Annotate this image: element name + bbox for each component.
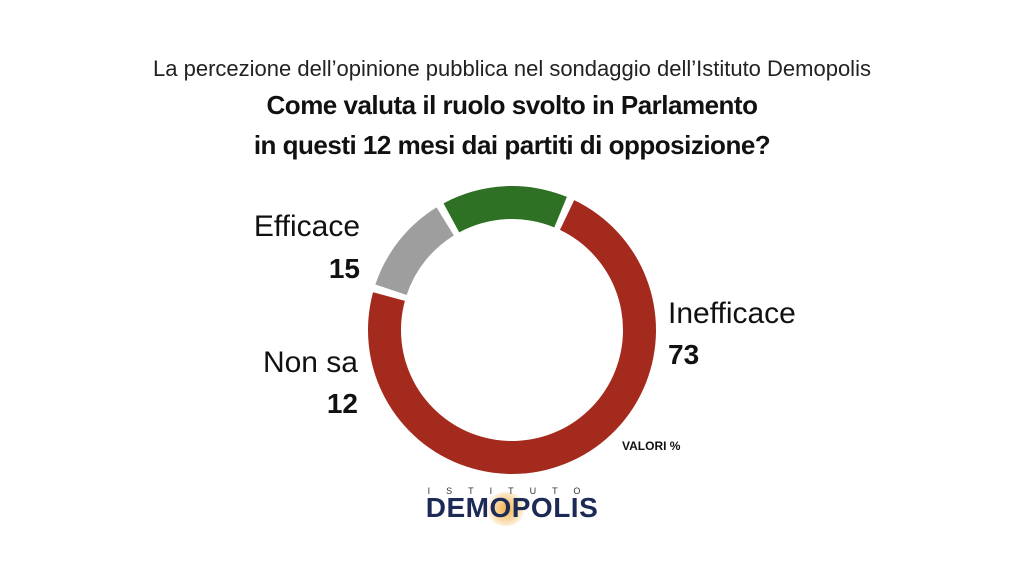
- logo-top-text: ISTITUTO: [427, 486, 597, 496]
- value-non-sa: 12: [326, 388, 358, 419]
- logo-glow: [486, 492, 526, 526]
- demopolis-logo: DEMOPOLIS: [425, 492, 599, 523]
- label-efficace: Efficace: [253, 210, 360, 243]
- label-inefficace: Inefficace: [668, 297, 796, 330]
- value-inefficace: 73: [668, 339, 700, 370]
- chart-title-line-2: in questi 12 mesi dai partiti di opposiz…: [253, 130, 771, 160]
- donut-slice-efficace: [443, 186, 567, 233]
- donut-slice-non-sa: [375, 207, 454, 295]
- value-efficace: 15: [328, 253, 360, 284]
- values-note: VALORI %: [622, 439, 681, 453]
- label-non-sa: Non sa: [262, 346, 358, 379]
- chart-title-line-1: Come valuta il ruolo svolto in Parlament…: [266, 90, 758, 120]
- chart-supertitle: La percezione dell’opinione pubblica nel…: [153, 56, 871, 81]
